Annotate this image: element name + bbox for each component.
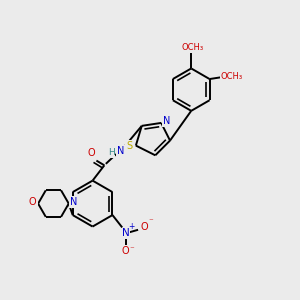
Text: N: N	[70, 197, 78, 207]
Text: N: N	[163, 116, 170, 126]
Text: S: S	[126, 141, 133, 151]
Text: OCH₃: OCH₃	[182, 43, 204, 52]
Text: O: O	[122, 246, 130, 256]
Text: OCH₃: OCH₃	[220, 72, 243, 81]
Text: +: +	[128, 222, 134, 231]
Text: N: N	[117, 146, 124, 156]
Text: O: O	[141, 222, 148, 232]
Text: ⁻: ⁻	[148, 217, 153, 226]
Text: ⁻: ⁻	[130, 245, 135, 254]
Text: O: O	[29, 197, 37, 207]
Text: O: O	[87, 148, 95, 158]
Text: N: N	[122, 228, 130, 238]
Text: H: H	[108, 148, 115, 158]
